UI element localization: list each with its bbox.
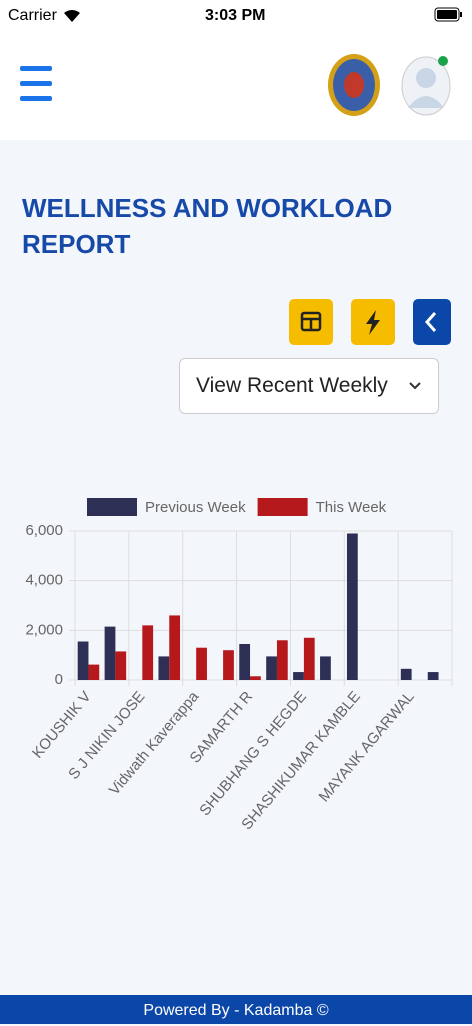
app-header — [0, 32, 472, 140]
bar — [115, 651, 127, 680]
bar — [400, 668, 412, 680]
y-tick-label: 4,000 — [25, 572, 63, 589]
bar — [158, 656, 170, 680]
y-tick-label: 6,000 — [25, 522, 63, 539]
bar — [104, 626, 116, 680]
bar — [223, 650, 234, 680]
bar — [142, 625, 154, 680]
bar — [427, 672, 439, 680]
status-bar: Carrier 3:03 PM — [0, 0, 472, 32]
y-tick-label: 2,000 — [25, 621, 63, 638]
legend-label: This Week — [316, 499, 387, 516]
bar — [77, 641, 89, 680]
bar — [303, 637, 315, 680]
bar — [250, 676, 261, 680]
legend-swatch — [87, 498, 137, 516]
flash-button[interactable] — [351, 299, 395, 345]
footer-text: Powered By - Kadamba © — [143, 1002, 329, 1019]
bar — [196, 647, 207, 680]
avatar[interactable] — [400, 54, 454, 116]
bar — [293, 672, 304, 680]
y-tick-label: 0 — [55, 671, 63, 688]
battery-icon — [434, 7, 462, 22]
x-tick-label: SHUBHANG S HEGDE — [196, 688, 310, 819]
footer: Powered By - Kadamba © — [0, 995, 472, 1024]
legend-swatch — [257, 498, 308, 516]
back-button[interactable] — [413, 299, 451, 345]
bar — [346, 533, 358, 680]
bar — [239, 643, 251, 680]
bar — [169, 615, 181, 680]
menu-button[interactable] — [20, 66, 54, 102]
carrier: Carrier — [8, 7, 57, 24]
period-dropdown[interactable]: View Recent Weekly — [179, 358, 439, 414]
logo — [328, 54, 380, 116]
page-title: REPORT — [22, 229, 131, 259]
wifi-icon — [64, 9, 80, 22]
legend-label: Previous Week — [145, 499, 246, 516]
x-tick-label: Vidwath Kaverappa — [106, 688, 203, 799]
page-title: WELLNESS AND WORKLOAD — [22, 193, 393, 223]
time: 3:03 PM — [205, 7, 266, 24]
bar — [88, 664, 100, 680]
bar — [320, 656, 331, 680]
dropdown-caret — [409, 382, 421, 390]
x-tick-label: MAYANK AGARWAL — [316, 688, 418, 805]
bar — [276, 640, 288, 680]
table-button[interactable] — [289, 299, 333, 345]
bar — [266, 656, 277, 680]
dropdown-text: View Recent Weekly — [196, 374, 388, 397]
